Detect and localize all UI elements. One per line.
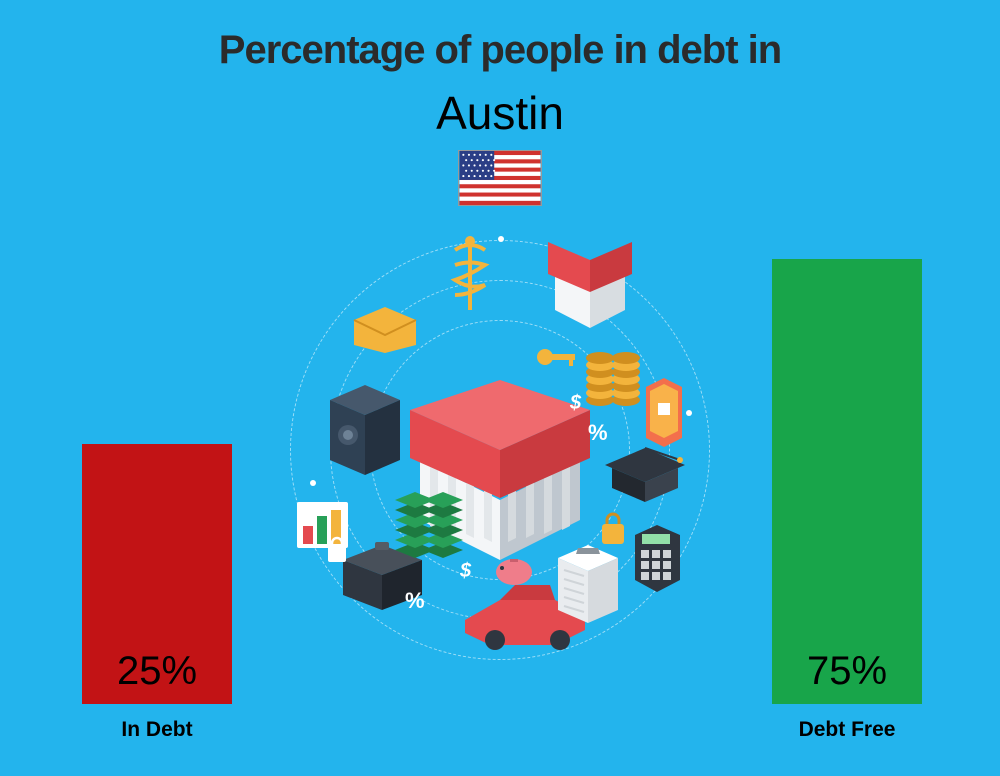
percent-icon: % xyxy=(588,420,608,446)
caduceus-icon xyxy=(445,235,495,315)
orbit-dot xyxy=(498,236,504,242)
orbit-dot xyxy=(686,410,692,416)
page-title: Percentage of people in debt in xyxy=(0,28,1000,73)
bar-debt-free-label: Debt Free xyxy=(799,718,896,742)
clipboard-icon xyxy=(550,540,625,630)
city-name: Austin xyxy=(0,86,1000,140)
graduation-cap-icon xyxy=(600,440,690,510)
bar-debt-free-value: 75% xyxy=(772,649,922,694)
orbit-dot xyxy=(310,480,316,486)
bar-debt-free: 75% Debt Free xyxy=(772,259,922,704)
safe-icon xyxy=(320,380,410,480)
infographic-canvas: Percentage of people in debt in Austin 2… xyxy=(0,0,1000,776)
house-icon xyxy=(540,240,640,330)
calculator-icon xyxy=(630,520,685,595)
finance-illustration: % % $ $ xyxy=(280,230,720,670)
smartphone-icon xyxy=(640,375,688,450)
lock-white-icon xyxy=(325,535,349,565)
bar-in-debt-value: 25% xyxy=(82,649,232,694)
bar-in-debt-label: In Debt xyxy=(121,718,192,742)
us-flag-icon xyxy=(458,150,542,206)
piggy-bank-icon xyxy=(490,550,538,590)
percent-icon: % xyxy=(405,588,425,614)
bar-in-debt: 25% In Debt xyxy=(82,444,232,704)
envelope-icon xyxy=(350,305,420,355)
lock-icon xyxy=(598,510,628,548)
dollar-icon: $ xyxy=(570,392,581,415)
dollar-icon: $ xyxy=(460,560,471,583)
key-icon xyxy=(535,345,579,369)
cash-stack-icon xyxy=(390,475,470,565)
